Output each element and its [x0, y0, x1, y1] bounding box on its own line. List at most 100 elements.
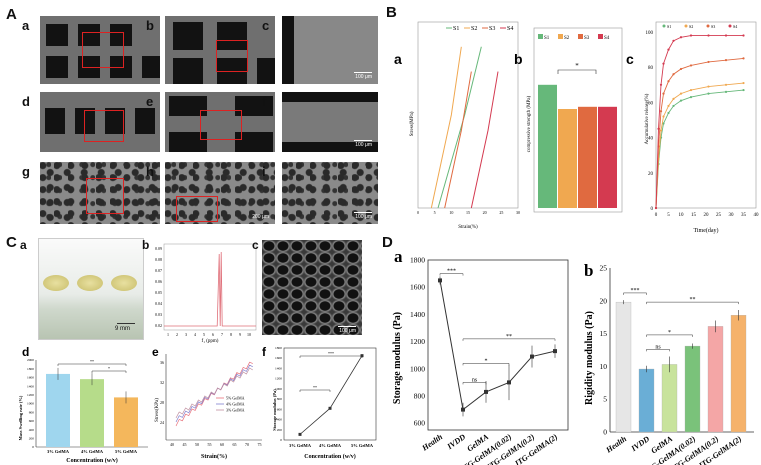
legend-label: S4: [507, 26, 513, 32]
sem-image-a: [40, 16, 160, 84]
data-point: [679, 67, 683, 71]
tick-label: 30: [516, 210, 520, 215]
data-point: [657, 127, 660, 130]
legend-label: S1: [453, 26, 459, 32]
tick-label: 40: [754, 213, 760, 218]
data-point: [707, 34, 710, 37]
sub-label-bc: c: [626, 51, 634, 67]
category-label: 5% GelMA: [115, 449, 138, 454]
sem-image-i: 100 μm: [282, 162, 378, 224]
significance-bracket: [646, 301, 739, 305]
tick-label: 1000: [410, 364, 425, 373]
significance-label: ns: [655, 344, 661, 350]
legend-swatch: [598, 34, 603, 39]
data-point: [328, 406, 332, 410]
sub-label-cd: d: [22, 345, 29, 359]
tick-label: 55: [208, 442, 212, 447]
data-point: [667, 80, 670, 83]
tick-label: 20: [600, 296, 608, 305]
tick-label: 400: [277, 418, 283, 422]
data-point: [724, 59, 728, 62]
significance-label: **: [90, 359, 94, 364]
tick-label: 0: [280, 438, 282, 442]
legend-label: 5% GelMA: [226, 396, 245, 401]
tick-label: 60: [220, 442, 224, 447]
tick-label: 0.09: [155, 246, 162, 251]
bar-3% GelMA: [46, 373, 70, 447]
sem-image-d: [40, 92, 160, 152]
series-line-5% GelMA: [175, 361, 253, 427]
category-label: Health: [604, 434, 629, 455]
sub-label-ba: a: [394, 51, 402, 67]
tick-label: 75: [258, 442, 262, 447]
legend-label: S2: [564, 36, 570, 41]
zoom-box: [216, 40, 248, 72]
ce-ylabel: Stress(KPa): [155, 398, 160, 422]
tick-label: 30: [729, 213, 735, 218]
tick-label: 800: [277, 397, 283, 401]
tick-label: 1800: [27, 367, 34, 371]
series-line-3% GelMA: [175, 367, 253, 419]
tick-label: 0: [655, 213, 658, 218]
tick-label: 32: [160, 380, 164, 385]
sub-label-da: a: [394, 247, 403, 266]
sub-label-e: e: [146, 94, 154, 109]
data-point: [659, 110, 663, 113]
tick-label: 10: [679, 213, 685, 218]
series-line-S2: [655, 82, 744, 209]
tick-label: 0: [32, 445, 34, 449]
data-point: [659, 129, 663, 132]
significance-label: **: [313, 385, 317, 390]
chart-frame: [417, 21, 519, 209]
tick-label: 36: [160, 360, 164, 365]
zoom-box: [84, 110, 124, 142]
significance-label: **: [506, 334, 512, 340]
data-point: [724, 90, 728, 93]
sub-label-a: a: [22, 18, 30, 33]
significance-label: ***: [328, 351, 334, 356]
ba-xlabel: Strain(%): [458, 225, 478, 230]
data-point: [360, 354, 364, 358]
data-point: [438, 278, 442, 283]
tick-label: 200: [277, 428, 283, 432]
tick-label: 4: [194, 332, 196, 337]
series-line-S4: [470, 71, 499, 209]
tick-label: 3: [185, 332, 187, 337]
sub-label-cc: c: [252, 238, 259, 252]
tick-label: 20: [648, 172, 654, 177]
sub-label-f: f: [262, 94, 267, 109]
data-point: [679, 36, 683, 39]
significance-label: ***: [631, 288, 640, 294]
legend-label: 3% GelMA: [226, 408, 245, 413]
tick-label: 15: [466, 210, 470, 215]
data-point: [530, 354, 534, 359]
sub-label-h: h: [146, 164, 154, 179]
significance-bracket: [646, 334, 693, 337]
tick-label: 80: [648, 66, 654, 71]
tick-label: 1600: [27, 376, 34, 380]
tick-label: 2000: [27, 358, 34, 362]
data-point: [662, 92, 665, 95]
tick-label: 0.03: [155, 312, 162, 317]
tick-label: 25: [499, 210, 503, 215]
bar-5% GelMA: [114, 397, 138, 447]
tick-label: 24: [160, 420, 164, 425]
tick-label: 1600: [275, 356, 282, 360]
tick-label: 0.05: [155, 290, 162, 295]
sem-image-porous: 100 μm: [262, 240, 362, 335]
category-label: IVDD: [445, 432, 468, 452]
tick-label: 35: [741, 213, 747, 218]
scale-bar-label: 200 μm: [252, 214, 269, 220]
series-line-S3: [444, 71, 472, 209]
legend-label: S2: [471, 26, 477, 32]
tick-label: 25: [716, 213, 722, 218]
data-point: [667, 104, 670, 108]
data-point: [662, 115, 665, 118]
tick-label: 5: [603, 395, 607, 404]
tick-label: 200: [29, 437, 35, 441]
legend-label: 4% GelMA: [226, 402, 245, 407]
data-point: [667, 48, 670, 51]
scale-bar-label: 100 μm: [355, 214, 372, 220]
tick-label: 15: [691, 213, 697, 218]
tick-label: 0: [651, 207, 654, 212]
